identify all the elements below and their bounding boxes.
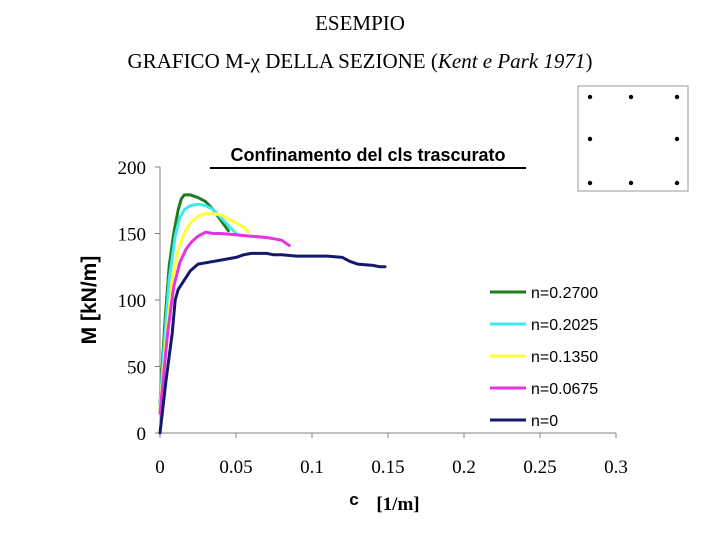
x-tick-label: 0.25: [523, 457, 556, 478]
rebar-dot: [674, 180, 680, 186]
y-ticks: 0 50 100 150 200: [118, 158, 160, 445]
series-line: [158, 202, 238, 408]
legend-label: n=0.2025: [531, 317, 598, 334]
y-tick-label: 0: [137, 424, 147, 445]
axes: 0 50 100 150 200 0 0.05 0.1 0.15 0.2 0.25 0.3: [118, 158, 628, 478]
y-tick-label: 50: [127, 358, 146, 379]
rebar-dot: [628, 94, 634, 100]
subtitle-citation: Kent e Park 1971: [437, 49, 586, 73]
slide-subtitle: GRAFICO M-χ DELLA SEZIONE (Kent e Park 1…: [0, 49, 720, 74]
rebar-dot: [628, 180, 634, 186]
x-tick-label: 0.2: [452, 457, 476, 478]
x-axis-label-symbol: c: [349, 490, 358, 509]
rebar-dot: [587, 136, 593, 142]
y-tick-label: 100: [118, 291, 147, 312]
series-line: [158, 212, 250, 411]
x-tick-label: 0.1: [300, 457, 324, 478]
slide-title: ESEMPIO: [315, 11, 405, 35]
chart-title: Confinamento del cls trascurato: [230, 145, 505, 165]
x-tick-label: 0.3: [604, 457, 628, 478]
y-tick-label: 150: [118, 225, 147, 246]
legend-label: n=0.0675: [531, 381, 598, 398]
subtitle-part-pre: GRAFICO M-: [127, 49, 251, 73]
section-diagram: [577, 85, 689, 192]
rebar-dots: [587, 94, 680, 186]
x-tick-label: 0: [155, 457, 165, 478]
series-line: [158, 251, 387, 435]
legend-label: n=0.2700: [531, 285, 598, 302]
series-line: [158, 230, 291, 415]
legend-label: n=0.1350: [531, 349, 598, 366]
subtitle-part-mid: DELLA SEZIONE (: [259, 49, 438, 73]
legend-label: n=0: [531, 413, 558, 430]
x-ticks: 0 0.05 0.1 0.15 0.2 0.25 0.3: [155, 433, 628, 478]
x-tick-label: 0.05: [219, 457, 252, 478]
subtitle-part-post: ): [585, 49, 593, 73]
x-axis-label-unit: [1/m]: [376, 494, 419, 515]
legend: n=0.2700 n=0.2025 n=0.1350 n=0.0675 n=0: [490, 285, 598, 430]
x-tick-label: 0.15: [371, 457, 404, 478]
subtitle-chi-symbol: χ: [250, 49, 260, 73]
rebar-dot: [587, 180, 593, 186]
y-tick-label: 200: [118, 158, 147, 179]
section-outline: [577, 85, 689, 192]
rebar-dot: [674, 94, 680, 100]
rebar-dot: [674, 136, 680, 142]
y-axis-label: M [kN/m]: [78, 256, 101, 345]
series-group: [158, 193, 387, 435]
rebar-dot: [587, 94, 593, 100]
